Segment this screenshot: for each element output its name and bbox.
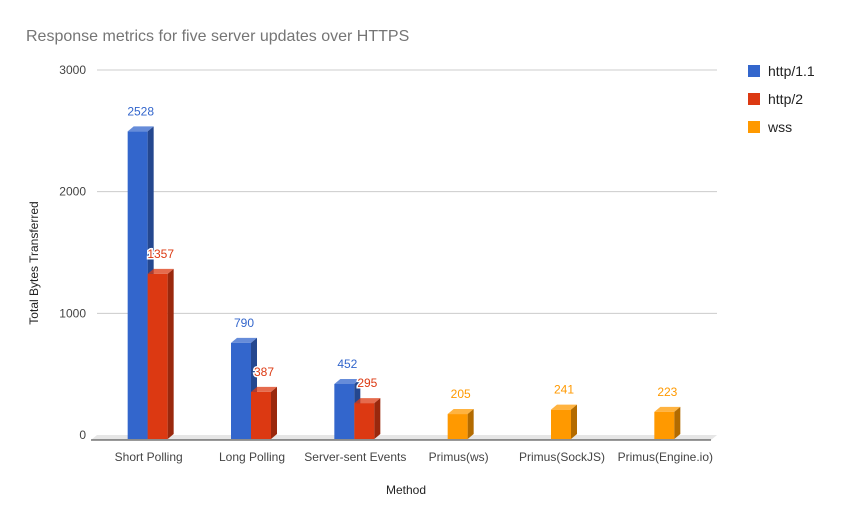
y-tick-label: 2000 [59,185,86,199]
bar-front [127,131,148,439]
legend-item-http-1-1[interactable]: http/1.1 [748,63,815,79]
x-axis-label: Method [386,483,426,497]
y-tick-label: 3000 [59,63,86,77]
legend-label: http/2 [768,91,803,107]
bar-top [231,337,257,343]
data-label: 452 [337,357,357,371]
bar-front [231,342,251,439]
bar-front [147,273,168,439]
x-tick-label: Short Polling [115,450,183,464]
bar-top [334,379,361,385]
bar-http-2-long-polling[interactable] [251,386,277,439]
legend-label: wss [767,119,792,135]
legend-swatch [748,93,760,105]
x-tick-label: Primus(Engine.io) [618,450,713,464]
bar-side [674,406,681,439]
chart-title: Response metrics for five server updates… [26,28,409,45]
bar-http-2-server-sent-events[interactable] [354,398,381,439]
legend-swatch [748,121,760,133]
legend-item-wss[interactable]: wss [748,119,792,135]
bar-front [654,411,675,439]
legend[interactable]: http/1.1 http/2 wss [748,63,815,135]
bar-wss-primus-ws[interactable] [447,409,474,439]
legend-item-http-2[interactable]: http/2 [748,91,803,107]
gridlines [91,69,717,441]
legend-swatch [748,65,760,77]
floor [91,435,717,440]
data-label: 2528 [127,104,154,118]
bar-front [354,403,375,439]
bar-side [374,398,381,439]
bar-wss-primus-sockjs[interactable] [551,404,577,439]
bar-side [571,404,577,439]
y-tick-label: 0 [79,428,86,442]
bar-wss-primus-engine-io[interactable] [654,406,681,439]
x-tick-label: Primus(SockJS) [519,450,605,464]
bar-side [271,386,277,439]
bar-front [551,409,571,439]
x-tick-label: Long Polling [219,450,285,464]
y-axis-tick-labels: 0 1000 2000 3000 [59,63,86,442]
bar-side [167,268,174,439]
bar-side [467,409,474,439]
x-axis-tick-labels: Short Polling Long Polling Server-sent Eve… [115,450,713,464]
bar-top [127,126,154,132]
y-tick-label: 1000 [59,306,86,320]
bar-top [354,398,381,404]
bar-front [251,391,271,439]
bar-top [447,409,474,415]
data-label: 1357 [147,247,174,261]
legend-label: http/1.1 [768,63,815,79]
bar-top [147,268,174,274]
bar-front [447,414,468,439]
x-tick-label: Server-sent Events [304,450,406,464]
y-axis-label: Total Bytes Transferred [27,201,41,324]
bar-front [334,384,355,439]
data-label: 295 [357,376,377,390]
bar-http-1-1-long-polling[interactable] [231,337,257,439]
bars [127,126,681,439]
bar-top [251,386,277,392]
data-label: 241 [554,383,574,397]
data-label: 387 [254,365,274,379]
bar-top [551,404,577,410]
bar-top [654,406,681,412]
data-label: 790 [234,316,254,330]
x-tick-label: Primus(ws) [429,450,489,464]
bar-http-2-short-polling[interactable] [147,268,174,439]
data-label: 205 [451,387,471,401]
data-label: 223 [657,385,677,399]
